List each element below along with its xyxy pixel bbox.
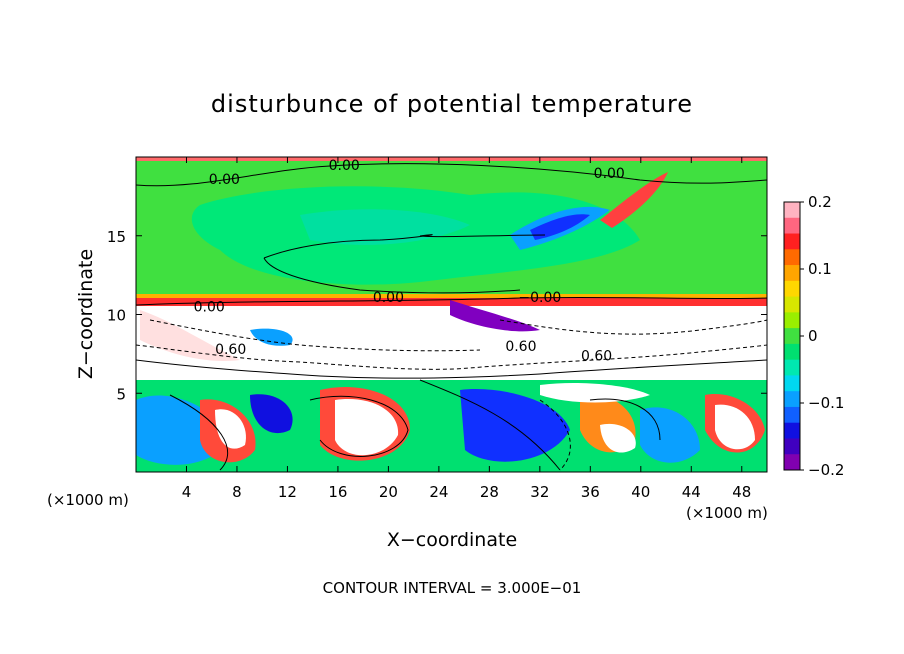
x-tick-label: 16 (328, 483, 347, 501)
colorbar-swatch (784, 454, 800, 471)
contour-label: 0.00 (209, 172, 240, 188)
colorbar-swatch (784, 406, 800, 424)
colorbar-swatch (784, 343, 800, 361)
colorbar-tick-label: −0.2 (808, 461, 844, 479)
field-lower-hot1 (215, 409, 246, 449)
x-tick-label: 4 (182, 483, 192, 501)
x-axis: 4 8 12 16 20 24 28 32 36 40 44 48 (182, 157, 751, 501)
y-axis-label: Z−coordinate (75, 249, 97, 379)
colorbar-swatch (784, 280, 800, 298)
x-unit-left: (×1000 m) (47, 491, 129, 509)
x-unit-right: (×1000 m) (686, 504, 768, 522)
field-upper-cold-core (530, 214, 590, 240)
x-tick-label: 36 (581, 483, 600, 501)
contour-label: 0.60 (215, 342, 246, 358)
field-lower-hot2 (335, 399, 399, 456)
contour-label: 0.00 (594, 166, 625, 182)
field-lower-blue2 (460, 389, 570, 462)
x-tick-label: 12 (278, 483, 297, 501)
x-tick-label: 32 (530, 483, 549, 501)
colorbar-swatch (784, 391, 800, 408)
x-tick-label: 28 (480, 483, 499, 501)
y-tick-label: 5 (116, 385, 126, 403)
field-top-strip (136, 157, 767, 161)
colorbar-swatch (784, 202, 800, 219)
x-tick-label: 8 (232, 483, 242, 501)
colorbar: 0.2 0.1 0 −0.1 −0.2 (783, 193, 844, 479)
colorbar-swatch (784, 233, 800, 250)
field-lower-hot3 (600, 423, 636, 453)
x-tick-label: 20 (379, 483, 398, 501)
colorbar-tick-label: 0 (808, 327, 818, 345)
colorbar-swatch (784, 375, 800, 392)
field-mid-cold2 (250, 328, 293, 346)
field-mid-layer (136, 306, 767, 386)
colorbar-swatch (784, 438, 800, 455)
contour-label: 0.00 (329, 158, 360, 174)
y-tick-label: 15 (107, 228, 126, 246)
contour-label: −0.00 (518, 290, 561, 306)
x-axis-label: X−coordinate (387, 529, 517, 551)
colorbar-swatch (784, 296, 800, 313)
contour-label-layer: 0.00 0.00 0.00 0.00 −0.00 0.00 0.60 0.60 0.60 (194, 158, 625, 365)
field-inversion-edge (136, 294, 767, 298)
field-lower-blue4 (250, 394, 293, 434)
contour-label: 0.60 (581, 348, 612, 364)
plot-area: 0.00 0.00 0.00 0.00 −0.00 0.00 0.60 0.60 0.60 (136, 157, 767, 472)
x-tick-label: 44 (682, 483, 701, 501)
colorbar-swatch (784, 217, 800, 235)
colorbar-tick-label: −0.1 (808, 394, 844, 412)
field-mid-cold1 (450, 300, 540, 332)
contour-interval-note: CONTOUR INTERVAL = 3.000E−01 (323, 579, 582, 597)
x-tick-label: 48 (732, 483, 751, 501)
contour-label: 0.60 (505, 339, 536, 355)
colorbar-swatch (784, 328, 800, 345)
x-tick-label: 24 (429, 483, 448, 501)
y-axis: 5 10 15 (107, 228, 767, 403)
colorbar-tick-label: 0.2 (808, 193, 832, 211)
contour-label: 0.00 (373, 290, 404, 306)
x-tick-label: 40 (631, 483, 650, 501)
colorbar-swatch (784, 422, 800, 439)
field-lower-hot4 (715, 404, 755, 450)
contour-label: 0.00 (194, 300, 225, 316)
field-upper-warm-plume (600, 172, 668, 228)
field-lower-warm5 (540, 383, 650, 403)
colorbar-swatch (784, 359, 800, 376)
colorbar-swatch (784, 265, 800, 282)
contour-lines (136, 163, 767, 471)
colorbar-swatch (784, 249, 800, 266)
y-tick-label: 10 (107, 307, 126, 325)
colorbar-swatch (784, 312, 800, 329)
chart-title: disturbunce of potential temperature (211, 90, 693, 118)
colorbar-tick-label: 0.1 (808, 260, 832, 278)
